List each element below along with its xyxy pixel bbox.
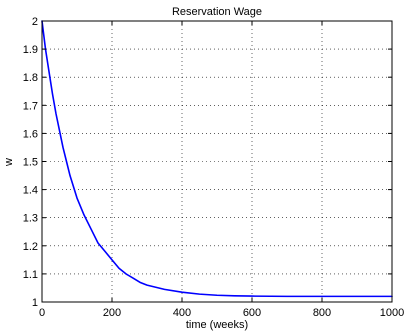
x-tick-label: 0 <box>39 307 45 319</box>
y-tick-label: 1.5 <box>23 157 38 169</box>
y-tick-label: 1 <box>32 297 38 309</box>
series-line <box>41 20 393 298</box>
tick-marks <box>41 20 393 303</box>
y-tick-label: 1.3 <box>23 213 38 225</box>
x-tick-label: 800 <box>313 307 331 319</box>
y-axis-label: w <box>3 158 15 167</box>
y-tick-label: 1.7 <box>23 100 38 112</box>
x-tick-label: 600 <box>243 307 261 319</box>
series-layer <box>41 20 393 298</box>
y-tick-label: 1.1 <box>23 269 38 281</box>
x-tick-label: 1000 <box>380 307 404 319</box>
grid-lines <box>42 21 392 302</box>
y-tick-label: 2 <box>32 16 38 28</box>
x-tick-label: 400 <box>173 307 191 319</box>
y-tick-label: 1.2 <box>23 241 38 253</box>
x-tick-label: 200 <box>103 307 121 319</box>
y-tick-label: 1.9 <box>23 44 38 56</box>
x-axis-label: time (weeks) <box>186 319 248 331</box>
tick-labels: 0 200 400 600 800 1000 1 1.1 1.2 1.3 1.4 1.5 1.6 1.7 1… <box>23 16 405 319</box>
y-tick-label: 1.8 <box>23 72 38 84</box>
y-tick-label: 1.6 <box>23 128 38 140</box>
chart-title: Reservation Wage <box>172 6 262 18</box>
plot-background <box>42 21 392 302</box>
y-tick-label: 1.4 <box>23 185 38 197</box>
